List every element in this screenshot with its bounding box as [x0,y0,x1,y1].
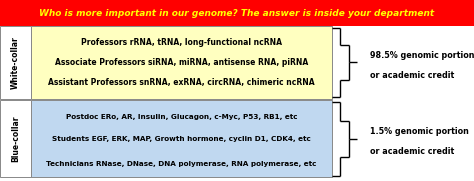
Text: 98.5% genomic portion: 98.5% genomic portion [370,51,474,60]
Text: Technicians RNase, DNase, DNA polymerase, RNA polymerase, etc: Technicians RNase, DNase, DNA polymerase… [46,161,317,167]
Text: Who is more important in our genome? The answer is inside your department: Who is more important in our genome? The… [39,9,435,18]
Text: or academic credit: or academic credit [370,71,454,80]
Text: Postdoc ERo, AR, Insulin, Glucagon, c-Myc, P53, RB1, etc: Postdoc ERo, AR, Insulin, Glucagon, c-My… [65,114,297,120]
Bar [0,0,474,26]
Text: Students EGF, ERK, MAP, Growth hormone, cyclin D1, CDK4, etc: Students EGF, ERK, MAP, Growth hormone, … [52,136,310,142]
FancyBboxPatch shape [31,26,332,99]
Text: Associate Professors siRNA, miRNA, antisense RNA, piRNA: Associate Professors siRNA, miRNA, antis… [55,58,308,67]
FancyBboxPatch shape [0,100,31,177]
Text: or academic credit: or academic credit [370,147,454,156]
Text: 1.5% genomic portion: 1.5% genomic portion [370,127,469,136]
Text: White-collar: White-collar [11,36,20,89]
Text: Assistant Professors snRNA, exRNA, circRNA, chimeric ncRNA: Assistant Professors snRNA, exRNA, circR… [48,78,315,87]
Text: Blue-collar: Blue-collar [11,116,20,162]
Text: Professors rRNA, tRNA, long-functional ncRNA: Professors rRNA, tRNA, long-functional n… [81,38,282,47]
FancyBboxPatch shape [31,100,332,177]
FancyBboxPatch shape [0,26,31,99]
